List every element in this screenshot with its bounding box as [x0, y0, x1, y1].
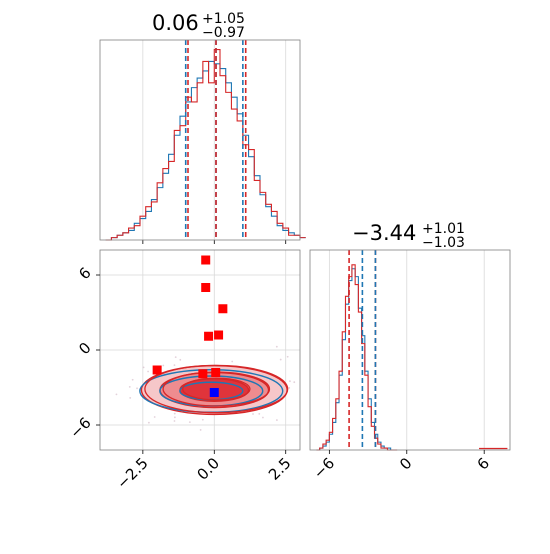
sample-point: [252, 413, 254, 415]
sample-point: [262, 416, 264, 419]
right-panel-title-value: −3.44: [352, 221, 416, 245]
sample-point: [188, 421, 191, 424]
red-square-marker: [204, 331, 214, 341]
sample-point: [275, 345, 278, 348]
sample-point: [199, 429, 202, 431]
top-panel-frame: [99, 39, 301, 241]
scatter-x-tick-label: 2.5: [265, 454, 295, 484]
blue-square-marker: [209, 388, 219, 397]
sample-point: [129, 397, 132, 399]
sample-point: [231, 360, 234, 363]
sample-point: [173, 420, 176, 422]
right-panel-background: [310, 250, 510, 450]
sample-point: [286, 355, 289, 358]
sample-point: [201, 418, 204, 421]
sample-point: [289, 380, 291, 383]
scatter-y-tick-label: 6: [75, 264, 94, 283]
sample-point: [142, 366, 145, 369]
right-x-tick-label: 0: [396, 454, 415, 473]
sample-point: [147, 370, 149, 373]
sample-point: [174, 356, 177, 358]
scatter-y-tick-label: −6: [66, 414, 94, 442]
sample-point: [275, 419, 278, 421]
sample-point: [179, 358, 182, 361]
sample-point: [115, 393, 118, 396]
right-panel-title-upper: +1.01: [422, 221, 465, 237]
right-panel-frame: [309, 249, 511, 451]
right-panel-title-lower: −1.03: [422, 235, 465, 251]
bottom-left-panel: −2.5 0.0 2.5 6 0 −6: [66, 249, 301, 493]
sample-point: [279, 358, 282, 361]
sample-point: [153, 416, 156, 418]
right-x-tick-label: −6: [310, 454, 338, 482]
sample-point: [162, 364, 165, 367]
scatter-y-tick-label: 0: [75, 339, 94, 358]
red-contour-outline-3: [182, 377, 251, 401]
top-histogram-red: [105, 48, 306, 241]
sample-point: [147, 421, 150, 424]
red-contour-outline-1: [144, 364, 289, 414]
bottom-right-panel: −6 0 6 −3.44 +1.01−1.03: [309, 221, 511, 482]
top-panel-title-lower: −0.97: [202, 25, 245, 41]
red-square-marker: [201, 283, 211, 292]
sample-point: [173, 412, 176, 415]
red-square-marker: [201, 255, 211, 265]
sample-point: [288, 387, 291, 389]
sample-point: [173, 364, 176, 367]
top-panel-title-upper: +1.05: [202, 11, 245, 27]
scatter-x-tick-label: 0.0: [194, 454, 224, 484]
right-histogram-red: [316, 264, 398, 451]
red-square-marker: [198, 369, 208, 379]
red-square-marker: [218, 304, 228, 314]
sample-point: [258, 412, 261, 415]
sample-point: [131, 378, 134, 381]
top-left-panel: 0.06 +1.05−0.97: [99, 11, 306, 244]
right-x-tick-label: 6: [474, 454, 493, 473]
red-square-marker: [211, 368, 221, 377]
sample-point: [173, 416, 176, 419]
red-square-marker: [214, 330, 224, 340]
red-square-marker: [152, 365, 162, 375]
sample-point: [293, 381, 296, 384]
top-panel-background: [100, 40, 300, 240]
sample-point: [128, 385, 131, 388]
top-panel-title-value: 0.06: [152, 11, 199, 35]
sample-point: [136, 387, 138, 390]
scatter-x-tick-label: −2.5: [113, 454, 151, 492]
